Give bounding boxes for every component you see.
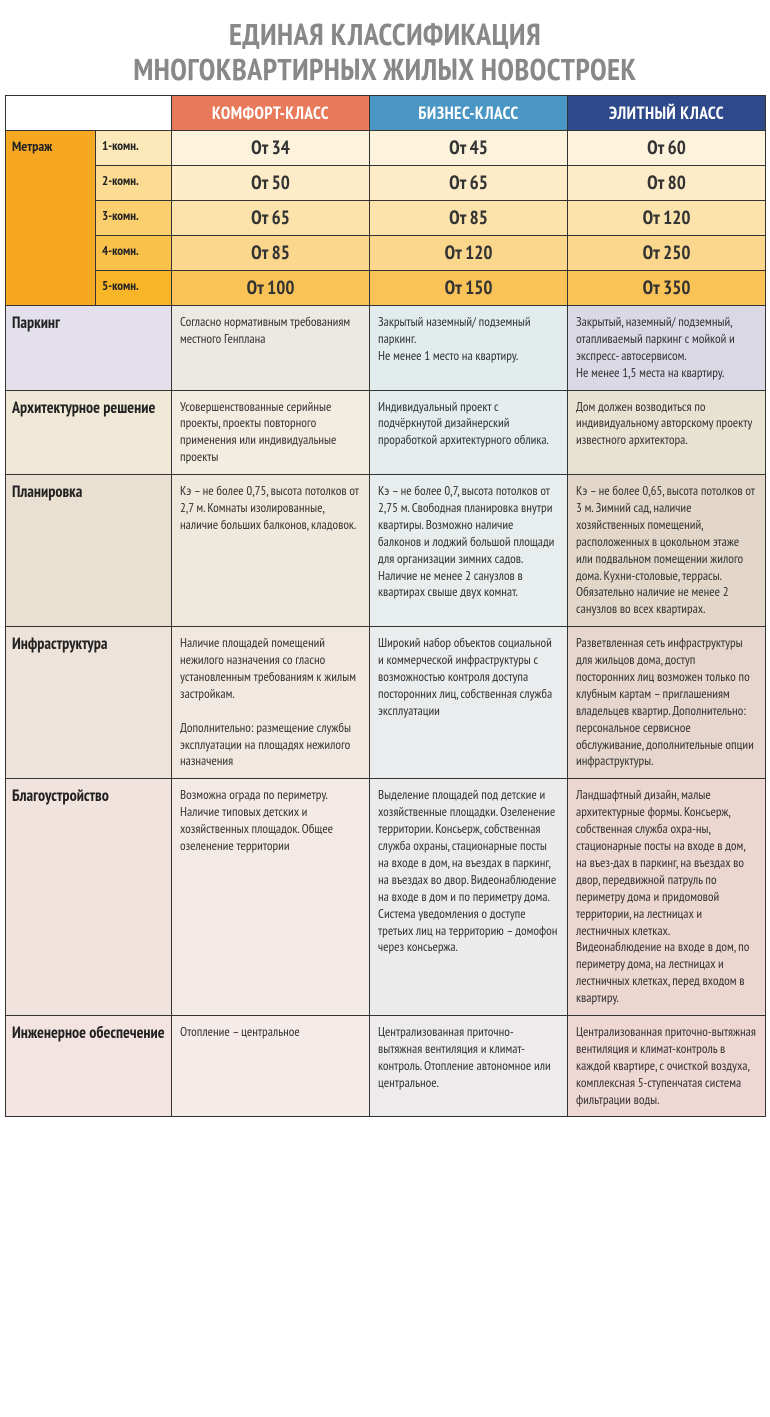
cell-business: Кэ – не более 0,7, высота потолков от 2,… bbox=[370, 475, 568, 627]
classification-table: КОМФОРТ-КЛАССБИЗНЕС-КЛАССЭЛИТНЫЙ КЛАСС Ме… bbox=[5, 95, 766, 1117]
metrage-elite: От 250 bbox=[568, 236, 766, 271]
cell-comfort: Наличие площадей помещений нежилого назн… bbox=[172, 627, 370, 779]
metrage-business: От 85 bbox=[370, 201, 568, 236]
room-label: 5-комн. bbox=[96, 271, 172, 306]
cell-comfort: Усовершенствованные серийные проекты, пр… bbox=[172, 390, 370, 475]
metrage-business: От 45 bbox=[370, 131, 568, 166]
header-elite: ЭЛИТНЫЙ КЛАСС bbox=[568, 96, 766, 131]
metrage-business: От 150 bbox=[370, 271, 568, 306]
metrage-comfort: От 34 bbox=[172, 131, 370, 166]
header-business: БИЗНЕС-КЛАСС bbox=[370, 96, 568, 131]
cell-business: Закрытый наземный/ подземный паркинг. Не… bbox=[370, 306, 568, 391]
cell-elite: Ландшафтный дизайн, малые архитектурные … bbox=[568, 779, 766, 1016]
category-label: Планировка bbox=[6, 475, 172, 627]
cell-business: Централизованная приточно- вытяжная вент… bbox=[370, 1015, 568, 1116]
cell-comfort: Кэ – не более 0,75, высота потолков от 2… bbox=[172, 475, 370, 627]
metrage-comfort: От 50 bbox=[172, 166, 370, 201]
metrage-business: От 120 bbox=[370, 236, 568, 271]
cell-comfort: Возможна ограда по периметру. Наличие ти… bbox=[172, 779, 370, 1016]
header-blank bbox=[6, 96, 172, 131]
cell-business: Индивидуальный проект с подчёркнутой диз… bbox=[370, 390, 568, 475]
category-label: Инженерное обеспечение bbox=[6, 1015, 172, 1116]
cell-business: Выделение площадей под детские и хозяйст… bbox=[370, 779, 568, 1016]
page-title: ЕДИНАЯ КЛАССИФИКАЦИЯ МНОГОКВАРТИРНЫХ ЖИЛ… bbox=[0, 0, 770, 95]
metrage-elite: От 120 bbox=[568, 201, 766, 236]
cell-comfort: Отопление – центральное bbox=[172, 1015, 370, 1116]
title-line2: МНОГОКВАРТИРНЫХ ЖИЛЫХ НОВОСТРОЕК bbox=[133, 50, 636, 89]
room-label: 3-комн. bbox=[96, 201, 172, 236]
room-label: 4-комн. bbox=[96, 236, 172, 271]
cell-elite: Централизованная приточно-вытяжная венти… bbox=[568, 1015, 766, 1116]
room-label: 1-комн. bbox=[96, 131, 172, 166]
title-line1: ЕДИНАЯ КЛАССИФИКАЦИЯ bbox=[229, 15, 541, 54]
metrage-elite: От 60 bbox=[568, 131, 766, 166]
metrage-elite: От 350 bbox=[568, 271, 766, 306]
metrage-comfort: От 100 bbox=[172, 271, 370, 306]
category-label: Инфраструктура bbox=[6, 627, 172, 779]
cell-business: Широкий набор объектов социальной и комм… bbox=[370, 627, 568, 779]
cell-comfort: Согласно нормативным требованиям местног… bbox=[172, 306, 370, 391]
cell-elite: Кэ – не более 0,65, высота потолков от 3… bbox=[568, 475, 766, 627]
header-comfort: КОМФОРТ-КЛАСС bbox=[172, 96, 370, 131]
metrage-comfort: От 65 bbox=[172, 201, 370, 236]
cell-elite: Разветвленная сеть инфраструктуры для жи… bbox=[568, 627, 766, 779]
metrage-business: От 65 bbox=[370, 166, 568, 201]
category-label: Паркинг bbox=[6, 306, 172, 391]
room-label: 2-комн. bbox=[96, 166, 172, 201]
metrage-comfort: От 85 bbox=[172, 236, 370, 271]
metrage-elite: От 80 bbox=[568, 166, 766, 201]
metrage-label: Метраж bbox=[6, 131, 96, 306]
category-label: Архитектурное решение bbox=[6, 390, 172, 475]
category-label: Благоустройство bbox=[6, 779, 172, 1016]
cell-elite: Закрытый, наземный/ подземный, отапливае… bbox=[568, 306, 766, 391]
cell-elite: Дом должен возводиться по индивидуальном… bbox=[568, 390, 766, 475]
